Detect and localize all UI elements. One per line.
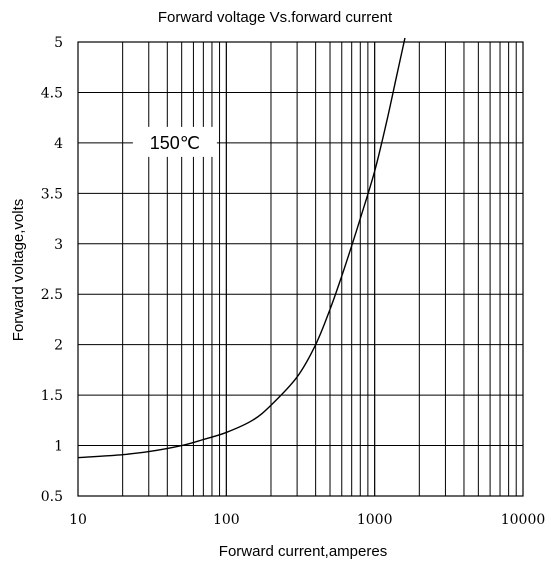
x-tick-label: 10000 [501,512,546,528]
x-tick-label: 100 [213,512,240,528]
annotations: 150℃ [132,126,217,157]
y-axis-label: Forward voltage,volts [10,199,27,342]
x-tick-label: 10 [69,512,87,528]
y-tick-label: 1 [54,439,63,455]
y-tick-label: 4 [54,136,63,152]
y-tick-label: 3 [54,237,63,253]
y-tick-label: 5 [54,35,63,51]
chart-title: Forward voltage Vs.forward current [158,9,393,26]
x-tick-label: 1000 [357,512,393,528]
x-axis-label: Forward current,amperes [219,543,387,560]
y-tick-label: 2.5 [41,287,63,303]
y-tick-label: 1.5 [41,388,63,404]
y-tick-label: 3.5 [41,186,63,202]
annotation-bg [132,126,217,157]
y-tick-label: 2 [54,338,63,354]
plot-frame [77,41,524,497]
grid [77,41,524,497]
y-tick-label: 0.5 [41,489,63,505]
y-tick-label: 4.5 [41,85,63,101]
annotation-label: 150℃ [150,133,200,153]
series-line-150c [77,37,406,459]
tick-labels: 0.5 1 1.5 2 2.5 3 3.5 4 4.5 5 10 100 1000 10000 [41,35,546,528]
